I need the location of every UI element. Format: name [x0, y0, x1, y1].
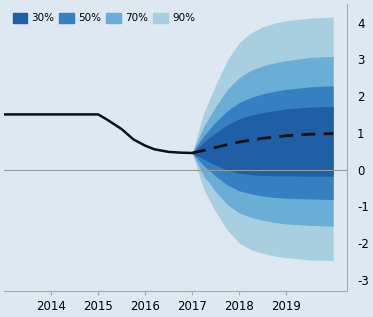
Legend: 30%, 50%, 70%, 90%: 30%, 50%, 70%, 90%: [9, 10, 198, 26]
